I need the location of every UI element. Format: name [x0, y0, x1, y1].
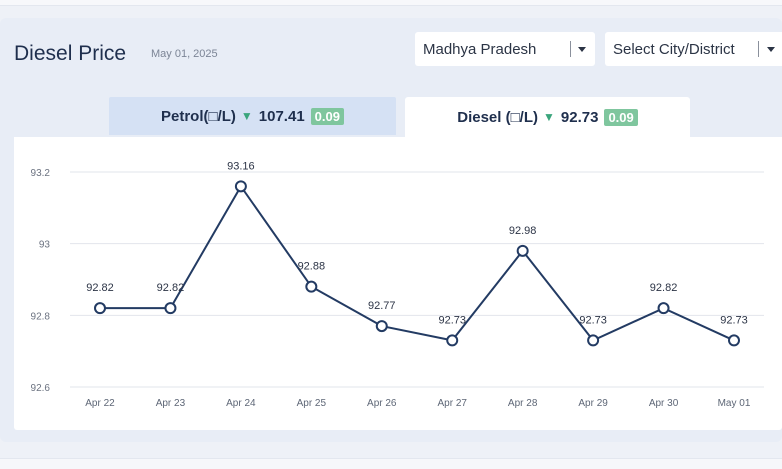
data-point — [375, 320, 388, 333]
x-tick-label: Apr 26 — [367, 398, 397, 409]
chart-panel: 92.6 92.8 93 93.2 Apr 22 Apr 23 Apr 24 Apr 25 Ap… — [14, 137, 782, 430]
tab-diesel-price: 92.73 — [560, 108, 599, 126]
x-tick-label: Apr 24 — [226, 398, 256, 409]
tab-diesel-label: Diesel (□/L) — [457, 108, 538, 126]
state-select[interactable]: Madhya Pradesh — [415, 32, 595, 66]
chevron-down-icon[interactable] — [767, 47, 775, 52]
data-label: 92.73 — [579, 314, 607, 326]
tab-diesel-change-badge: 0.09 — [604, 108, 638, 126]
state-select-separator — [570, 41, 571, 57]
city-select-separator — [758, 41, 759, 57]
data-point — [587, 334, 600, 347]
price-line-chart: 92.6 92.8 93 93.2 Apr 22 Apr 23 Apr 24 Apr 25 Ap… — [31, 160, 764, 409]
x-tick-label: Apr 25 — [297, 398, 327, 409]
y-tick-label: 93 — [39, 240, 51, 251]
data-label: 92.98 — [509, 225, 537, 237]
data-point — [446, 334, 459, 347]
state-select-value: Madhya Pradesh — [423, 40, 537, 58]
city-select-value: Select City/District — [613, 40, 735, 58]
data-label: 92.77 — [368, 300, 396, 312]
x-tick-label: May 01 — [718, 398, 751, 409]
data-point — [728, 334, 740, 347]
x-tick-label: Apr 29 — [578, 398, 608, 409]
data-point — [516, 244, 529, 257]
data-label: 92.88 — [298, 261, 326, 273]
data-label: 92.73 — [438, 314, 466, 326]
data-label: 92.73 — [720, 314, 748, 326]
data-label: 92.82 — [157, 282, 185, 294]
tab-petrol-label: Petrol(□/L) — [161, 107, 236, 125]
data-point — [657, 302, 670, 315]
x-tick-label: Apr 28 — [508, 398, 538, 409]
data-label: 92.82 — [650, 282, 678, 294]
data-point — [234, 180, 247, 193]
y-tick-label: 92.8 — [31, 311, 51, 322]
tab-diesel[interactable]: Diesel (□/L) ▼ 92.73 0.09 — [405, 97, 690, 137]
tab-petrol-price: 107.41 — [258, 107, 305, 125]
page-title: Diesel Price — [14, 42, 127, 65]
chevron-down-icon[interactable] — [578, 47, 586, 52]
data-label: 93.16 — [227, 160, 255, 172]
y-tick-label: 92.6 — [31, 383, 51, 394]
tab-petrol[interactable]: Petrol(□/L) ▼ 107.41 0.09 — [109, 97, 396, 135]
data-point — [94, 302, 106, 315]
x-tick-label: Apr 30 — [649, 398, 679, 409]
tab-petrol-change-badge: 0.09 — [310, 107, 344, 125]
down-arrow-icon: ▼ — [543, 110, 555, 124]
data-point — [305, 280, 318, 293]
city-select[interactable]: Select City/District — [605, 32, 782, 66]
down-arrow-icon: ▼ — [240, 109, 253, 123]
data-point — [164, 302, 177, 315]
x-tick-label: Apr 22 — [85, 398, 115, 409]
x-tick-label: Apr 27 — [437, 398, 467, 409]
bottom-strip — [0, 458, 782, 469]
series-line — [100, 184, 735, 342]
data-label: 92.82 — [86, 282, 114, 294]
price-date: May 01, 2025 — [151, 48, 218, 60]
y-tick-label: 93.2 — [31, 168, 51, 179]
x-tick-label: Apr 23 — [156, 398, 186, 409]
top-strip — [0, 0, 782, 6]
